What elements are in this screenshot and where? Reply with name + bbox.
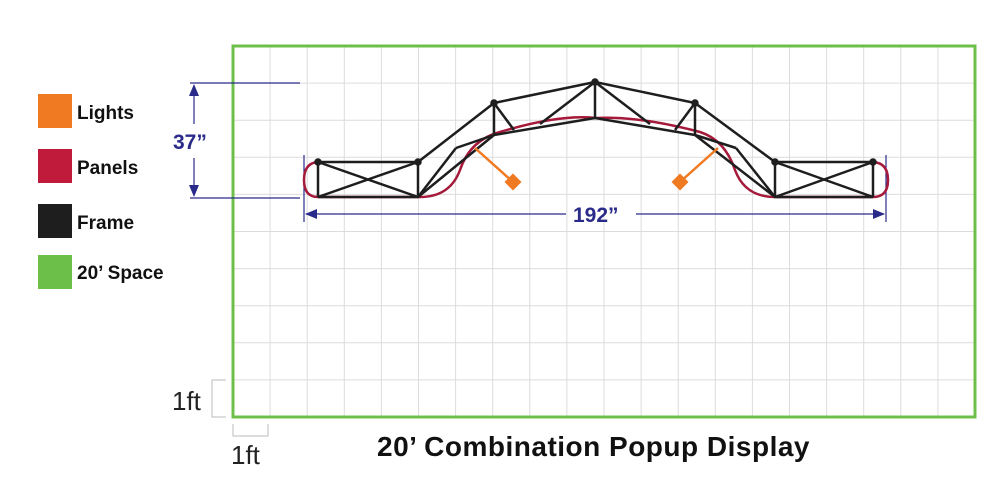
floor-grid	[233, 46, 975, 417]
legend-label-lights: Lights	[77, 103, 134, 124]
space-swatch	[38, 255, 72, 289]
scale-marker-vertical	[211, 379, 226, 418]
legend-label-frame: Frame	[77, 213, 134, 234]
width-label: 192”	[573, 204, 619, 227]
depth-label: 37”	[173, 131, 207, 154]
panels-swatch	[38, 149, 72, 183]
light-left	[474, 147, 522, 191]
diagram-title: 20’ Combination Popup Display	[377, 431, 810, 462]
scale-marker-horizontal	[232, 424, 269, 437]
scale-label-horizontal: 1ft	[231, 440, 261, 470]
frame-swatch	[38, 204, 72, 238]
legend: Lights Panels Frame 20’ Space	[38, 94, 164, 289]
legend-label-space: 20’ Space	[77, 263, 164, 284]
frame	[314, 78, 877, 199]
legend-label-panels: Panels	[77, 158, 138, 179]
light-right	[671, 147, 719, 191]
lights-swatch	[38, 94, 72, 128]
depth-dimension	[189, 82, 300, 199]
space-boundary	[231, 44, 977, 419]
width-dimension	[303, 155, 887, 222]
panel-graphic	[302, 116, 890, 199]
scale-label-vertical: 1ft	[172, 386, 202, 416]
